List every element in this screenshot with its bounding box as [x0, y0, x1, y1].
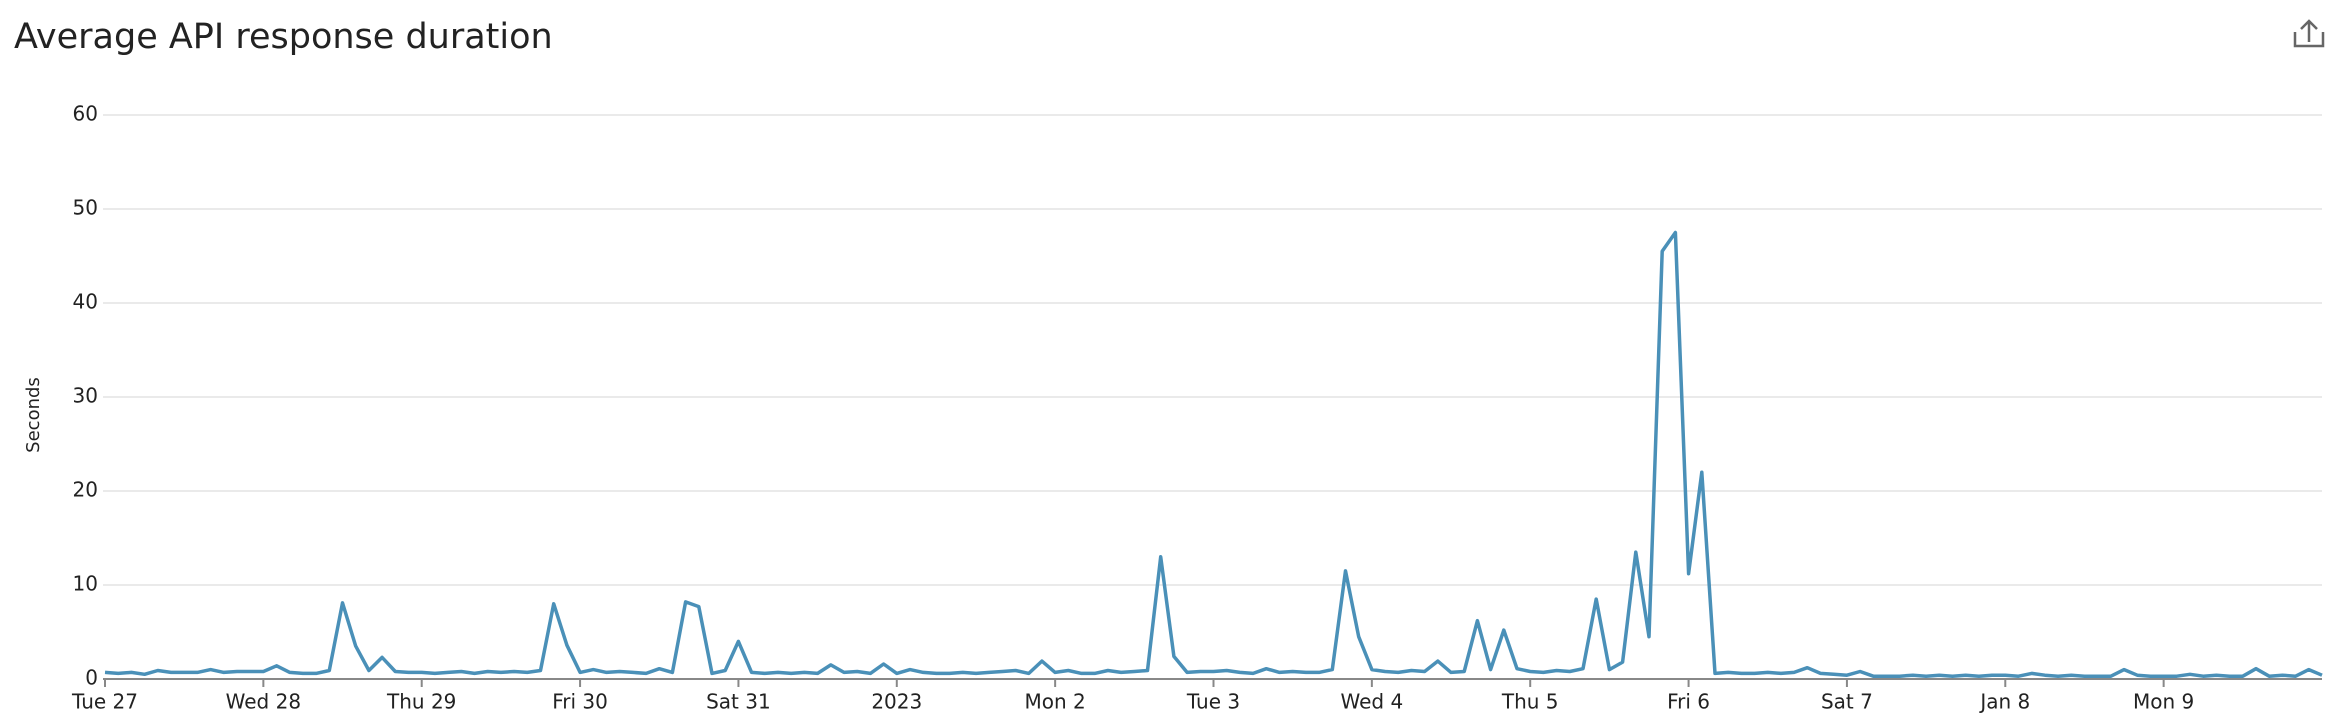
y-tick-label: 10 — [73, 572, 98, 596]
y-tick-label: 40 — [73, 290, 98, 314]
y-tick-label: 50 — [73, 196, 98, 220]
y-tick-label: 60 — [73, 102, 98, 126]
x-tick-label: Fri 30 — [552, 690, 608, 714]
x-tick-label: 2023 — [871, 690, 922, 714]
x-tick-label: Jan 8 — [1978, 690, 2030, 714]
y-tick-label: 0 — [85, 666, 98, 690]
x-tick-label: Fri 6 — [1667, 690, 1710, 714]
export-icon[interactable] — [2293, 19, 2325, 48]
chart-title: Average API response duration — [14, 17, 553, 57]
series-line — [104, 230, 2323, 678]
x-tick-label: Sat 31 — [706, 690, 771, 714]
x-tick-label: Wed 28 — [226, 690, 301, 714]
x-tick-label: Mon 9 — [2133, 690, 2194, 714]
y-tick-label: 20 — [73, 478, 98, 502]
export-icon-arrow — [2300, 19, 2318, 42]
y-axis-label: Seconds — [23, 377, 44, 453]
x-tick-label: Wed 4 — [1341, 690, 1404, 714]
y-tick-label: 30 — [73, 384, 98, 408]
x-tick-label: Mon 2 — [1025, 690, 1086, 714]
export-icon-tray — [2293, 32, 2325, 48]
x-tick-label: Tue 3 — [1186, 690, 1240, 714]
x-tick-label: Thu 29 — [386, 690, 456, 714]
x-tick-label: Tue 27 — [71, 690, 138, 714]
x-tick-label: Thu 5 — [1501, 690, 1559, 714]
x-tick-label: Sat 7 — [1821, 690, 1873, 714]
